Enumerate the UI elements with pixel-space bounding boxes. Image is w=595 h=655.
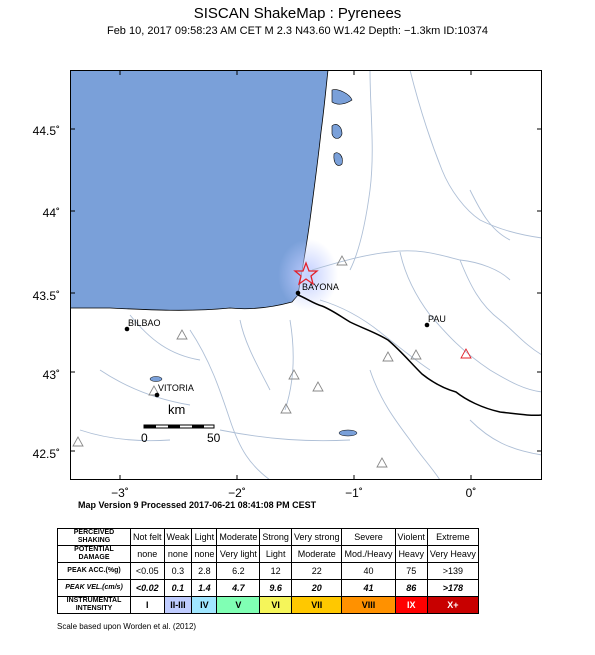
legend-cell: Light bbox=[259, 545, 292, 563]
legend-cell: Violent bbox=[394, 528, 428, 546]
intensity-swatch: II-III bbox=[163, 596, 193, 614]
legend-cell: Mod./Heavy bbox=[341, 545, 396, 563]
legend-row-label: PERCEIVED SHAKING bbox=[57, 528, 131, 546]
shaking-area bbox=[278, 239, 338, 311]
legend-cell: 40 bbox=[341, 562, 396, 580]
legend-cell: none bbox=[163, 545, 193, 563]
city-dot-vitoria bbox=[154, 392, 160, 398]
legend-cell: <0.05 bbox=[130, 562, 165, 580]
city-label-bayona: BAYONA bbox=[302, 282, 339, 292]
lat-label-43: 43˚ bbox=[42, 368, 60, 382]
lat-label-44: 44˚ bbox=[42, 206, 60, 220]
lon-label-w2: −2˚ bbox=[228, 486, 246, 500]
legend-cell: 75 bbox=[394, 562, 428, 580]
legend-row-label: INSTRUMENTAL INTENSITY bbox=[57, 596, 131, 614]
legend-cell: Very light bbox=[216, 545, 261, 563]
legend-row-acc: PEAK ACC.(%g) <0.05 0.3 2.8 6.2 12 22 40… bbox=[57, 562, 479, 580]
lon-label-0: 0˚ bbox=[465, 486, 477, 500]
legend-row-vel: PEAK VEL.(cm/s) <0.02 0.1 1.4 4.7 9.6 20… bbox=[57, 579, 479, 597]
scalebar-max: 50 bbox=[207, 431, 221, 445]
legend-cell: Light bbox=[191, 528, 218, 546]
legend-cell: 22 bbox=[290, 562, 343, 580]
station-active bbox=[460, 348, 472, 359]
epicenter-star-icon bbox=[293, 261, 319, 286]
legend-cell: <0.02 bbox=[130, 579, 165, 597]
shakemap: BAYONA BILBAO PAU VITORIA km 0 50 bbox=[70, 70, 542, 480]
rivers bbox=[79, 70, 542, 480]
reservoir bbox=[338, 429, 358, 437]
intensity-legend: PERCEIVED SHAKING Not felt Weak Light Mo… bbox=[57, 528, 479, 614]
map-frame bbox=[70, 70, 542, 480]
scalebar-min: 0 bbox=[141, 431, 148, 445]
city-label-vitoria: VITORIA bbox=[158, 383, 194, 393]
lat-label-44-5: 44.5˚ bbox=[32, 124, 60, 138]
legend-cell: Very strong bbox=[290, 528, 343, 546]
map-title: SISCAN ShakeMap : Pyrenees bbox=[193, 5, 402, 22]
lon-label-w3: −3˚ bbox=[111, 486, 129, 500]
legend-cell: Strong bbox=[259, 528, 292, 546]
lagoon bbox=[331, 124, 343, 139]
legend-row-shaking: PERCEIVED SHAKING Not felt Weak Light Mo… bbox=[57, 528, 479, 546]
legend-row-label: PEAK ACC.(%g) bbox=[57, 562, 131, 580]
legend-cell: Moderate bbox=[216, 528, 261, 546]
legend-cell: >178 bbox=[426, 579, 479, 597]
legend-cell: Not felt bbox=[130, 528, 165, 546]
legend-cell: none bbox=[191, 545, 218, 563]
city-dot-bilbao bbox=[124, 326, 130, 332]
intensity-swatch: VII bbox=[290, 596, 343, 614]
intensity-swatch: VI bbox=[259, 596, 292, 614]
legend-cell: Extreme bbox=[426, 528, 479, 546]
legend-cell: none bbox=[130, 545, 165, 563]
lat-label-42-5: 42.5˚ bbox=[32, 447, 60, 461]
lon-label-w1: −1˚ bbox=[345, 486, 363, 500]
scalebar bbox=[143, 424, 215, 429]
intensity-swatch: IX bbox=[394, 596, 428, 614]
legend-cell: 12 bbox=[259, 562, 292, 580]
lat-label-43-5: 43.5˚ bbox=[32, 289, 60, 303]
legend-cell: Weak bbox=[163, 528, 193, 546]
legend-cell: Moderate bbox=[290, 545, 343, 563]
legend-cell: 20 bbox=[290, 579, 343, 597]
legend-cell: Very Heavy bbox=[426, 545, 479, 563]
legend-cell: >139 bbox=[426, 562, 479, 580]
legend-cell: 86 bbox=[394, 579, 428, 597]
event-details: Feb 10, 2017 09:58:23 AM CET M 2.3 N43.6… bbox=[106, 25, 489, 37]
legend-row-label: PEAK VEL.(cm/s) bbox=[57, 579, 131, 597]
scale-reference-note: Scale based upon Worden et al. (2012) bbox=[57, 622, 197, 631]
legend-row-intensity: INSTRUMENTAL INTENSITY I II-III IV V VI … bbox=[57, 596, 479, 614]
intensity-swatch: V bbox=[216, 596, 261, 614]
lagoon bbox=[331, 89, 353, 105]
reservoir bbox=[149, 376, 163, 382]
legend-cell: 2.8 bbox=[191, 562, 218, 580]
intensity-swatch: VIII bbox=[341, 596, 396, 614]
france-spain-border bbox=[297, 294, 542, 416]
legend-cell: Severe bbox=[341, 528, 396, 546]
city-label-bilbao: BILBAO bbox=[128, 318, 161, 328]
lagoon bbox=[333, 152, 343, 166]
scalebar-unit: km bbox=[168, 402, 185, 417]
legend-row-label: POTENTIAL DAMAGE bbox=[57, 545, 131, 563]
legend-row-damage: POTENTIAL DAMAGE none none none Very lig… bbox=[57, 545, 479, 563]
city-label-pau: PAU bbox=[428, 314, 446, 324]
legend-cell: Heavy bbox=[394, 545, 428, 563]
legend-cell: 6.2 bbox=[216, 562, 261, 580]
intensity-swatch: I bbox=[130, 596, 165, 614]
legend-cell: 0.3 bbox=[163, 562, 193, 580]
seismic-stations bbox=[72, 255, 422, 468]
intensity-swatch: IV bbox=[191, 596, 218, 614]
legend-cell: 0.1 bbox=[163, 579, 193, 597]
city-dot-bayona bbox=[295, 290, 301, 296]
city-dot-pau bbox=[424, 322, 430, 328]
legend-cell: 4.7 bbox=[216, 579, 261, 597]
legend-cell: 41 bbox=[341, 579, 396, 597]
intensity-swatch: X+ bbox=[426, 596, 479, 614]
map-version-note: Map Version 9 Processed 2017-06-21 08:41… bbox=[78, 500, 317, 510]
ticks bbox=[70, 70, 542, 480]
legend-cell: 1.4 bbox=[191, 579, 218, 597]
legend-cell: 9.6 bbox=[259, 579, 292, 597]
